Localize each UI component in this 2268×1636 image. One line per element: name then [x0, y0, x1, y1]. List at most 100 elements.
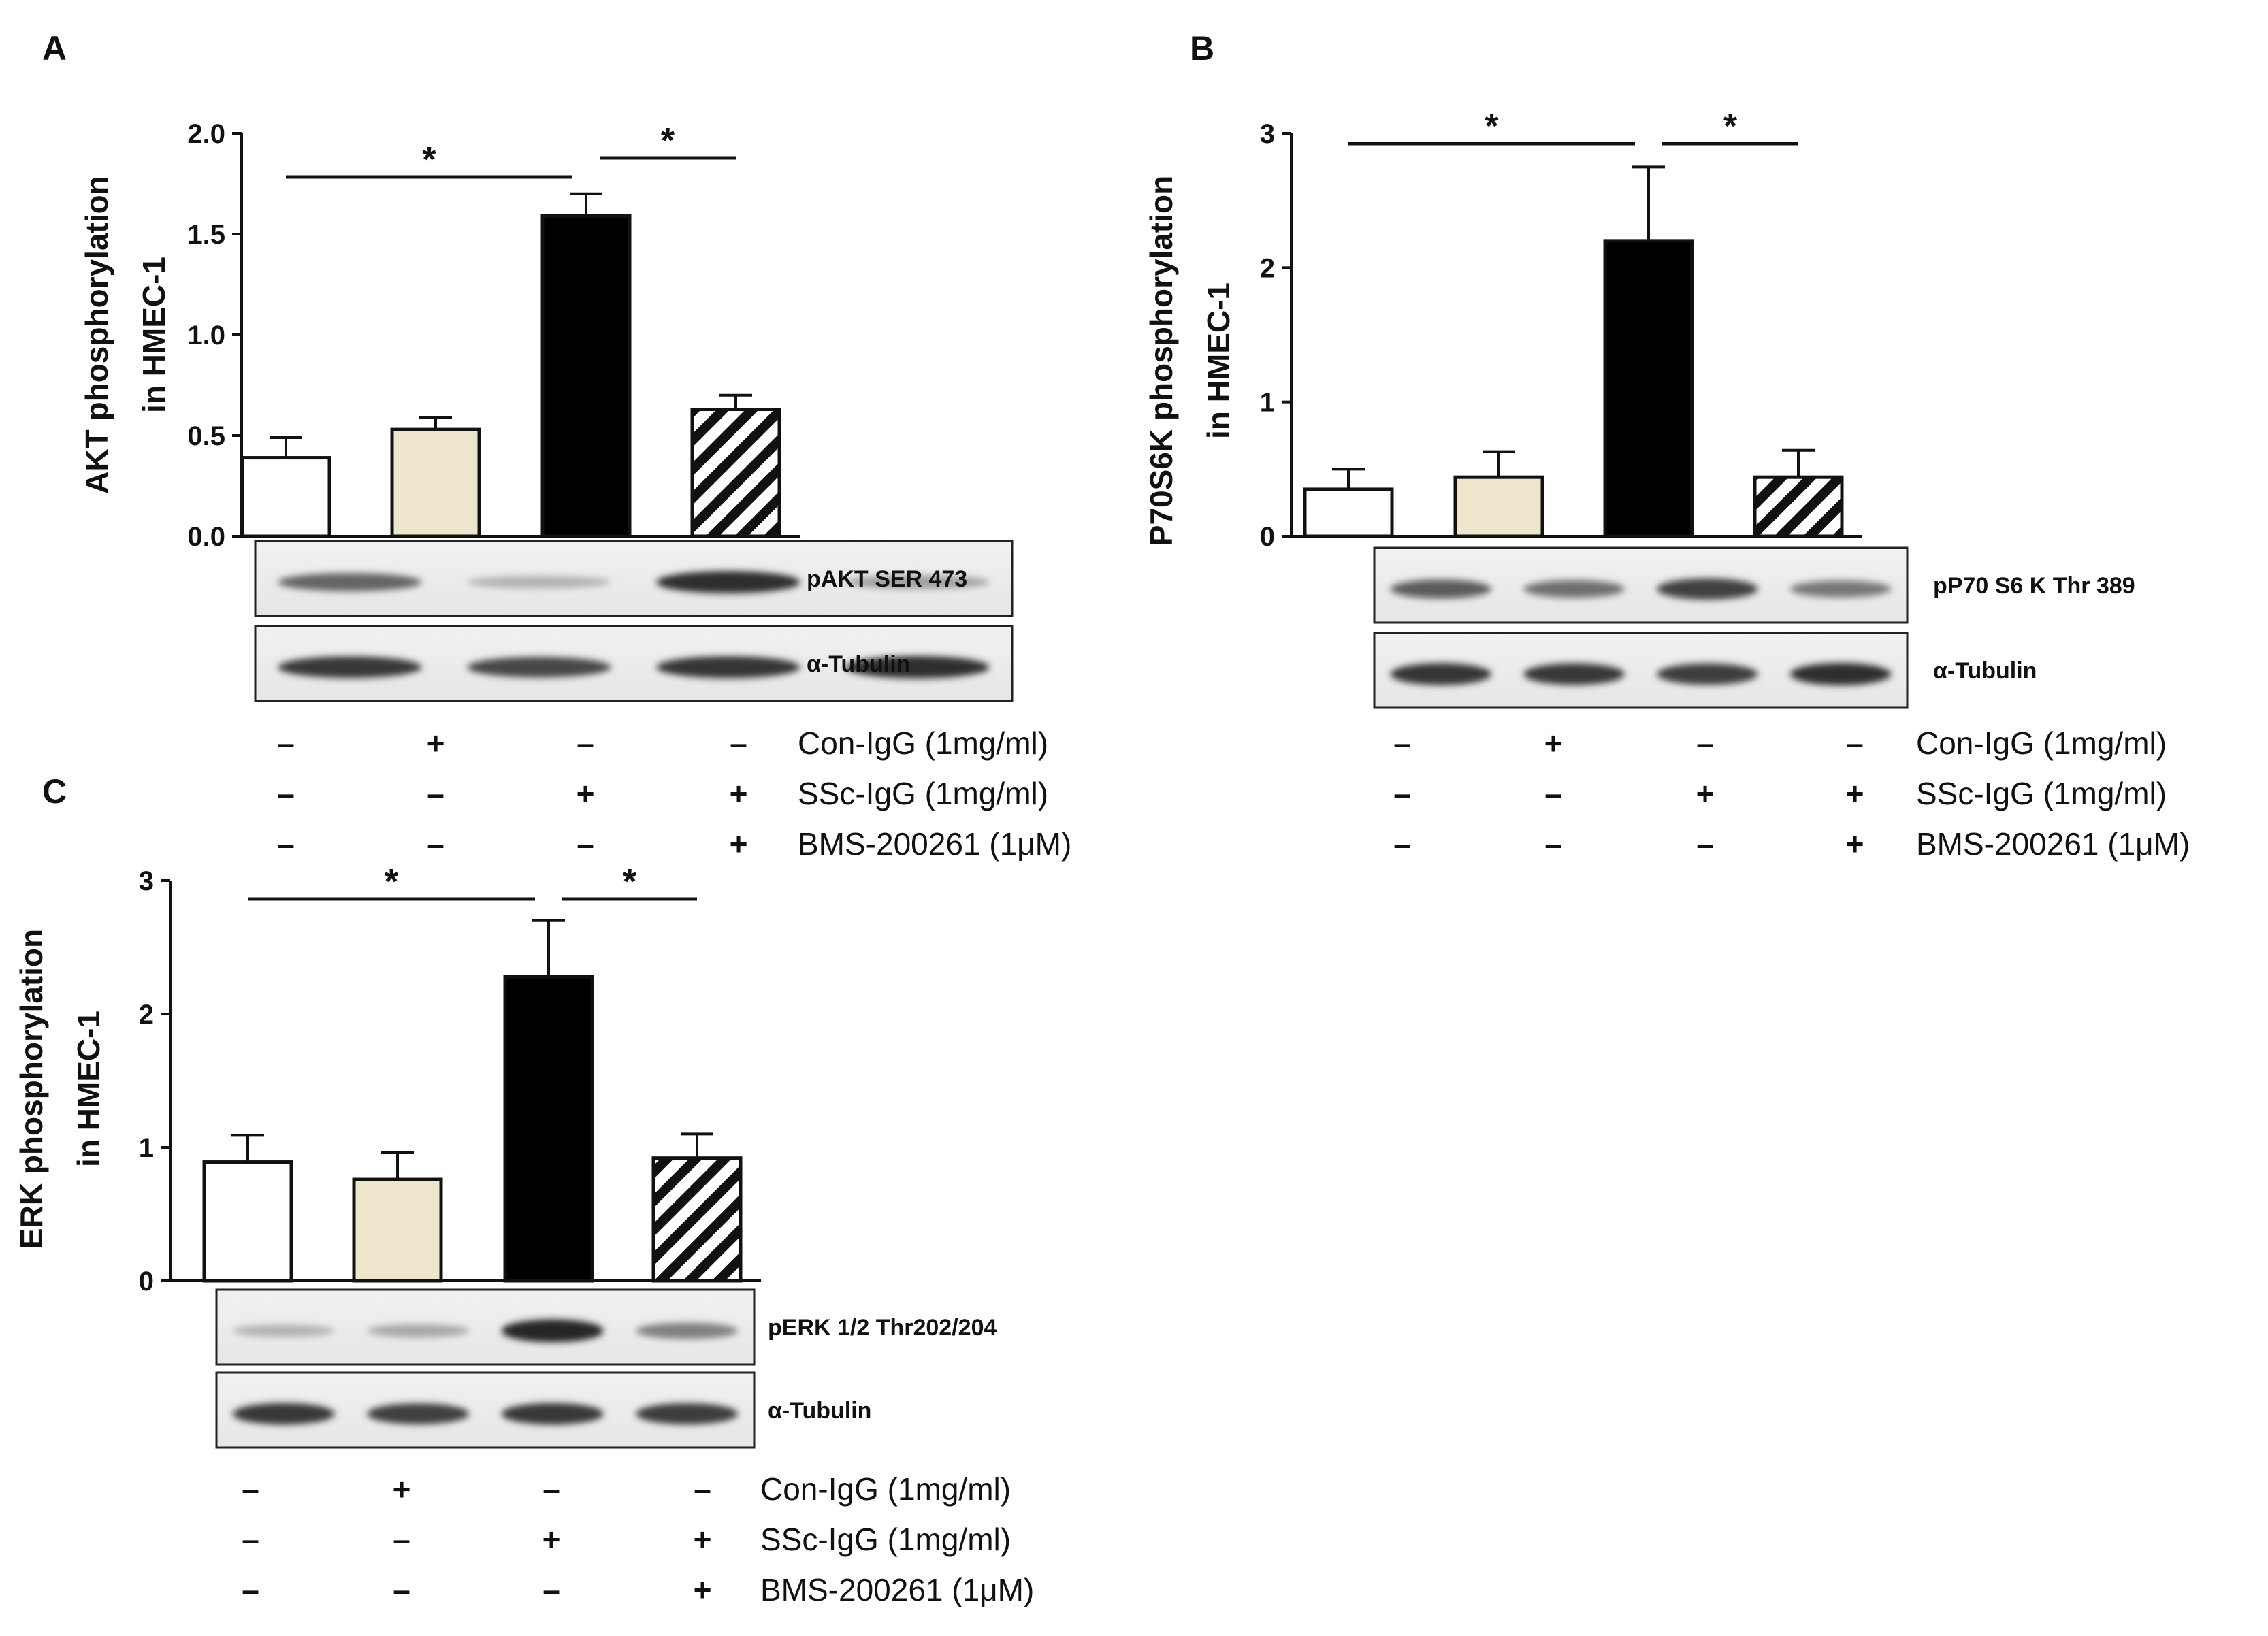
treatment-sign: –	[1393, 776, 1411, 811]
bar-4	[1753, 475, 1844, 538]
treatment-sign: –	[277, 776, 295, 811]
blot-band	[1390, 579, 1492, 599]
blot-band	[501, 1403, 604, 1425]
treatment-sign: –	[427, 776, 444, 811]
treatment-label: Con-IgG (1mg/ml)	[1916, 725, 2167, 761]
treatment-sign: +	[1846, 826, 1864, 862]
treatment-sign: –	[242, 1471, 259, 1507]
treatment-sign: –	[542, 1471, 560, 1507]
treatment-sign: +	[577, 776, 595, 811]
blot-band	[278, 656, 422, 678]
blot-band	[1523, 663, 1625, 685]
bar-4	[690, 408, 781, 538]
blot-band	[1789, 580, 1892, 598]
blot-label: α-Tubulin	[768, 1398, 871, 1424]
y-tick-label: 3	[1260, 119, 1275, 149]
treatment-sign: –	[393, 1522, 410, 1557]
y-axis-title-line2: in HMEC-1	[1201, 282, 1236, 439]
blot-tubulin: α-Tubulin	[1373, 632, 2037, 709]
treatment-sign: –	[694, 1471, 711, 1507]
blot-band	[1656, 663, 1758, 685]
blot-band	[656, 571, 800, 593]
y-axis-title-line1: P70S6K phosphorylation	[1144, 176, 1179, 546]
treatment-sign: –	[277, 826, 295, 862]
y-tick-label: 2.0	[187, 119, 225, 149]
treatment-sign: +	[427, 725, 445, 761]
treatment-sign: –	[1544, 776, 1562, 811]
chart-panel-c: C ERK phosphorylation in HMEC-1 0 1 2 3 * * pERK …	[14, 772, 1034, 1607]
bar-3	[540, 214, 632, 538]
significance-star: *	[1485, 107, 1499, 146]
y-axis-title: AKT phosphorylation in HMEC-1	[79, 176, 172, 494]
blot-band	[501, 1319, 604, 1343]
y-tick-label: 1.0	[187, 321, 225, 350]
blot-phospho: pERK 1/2 Thr202/204	[215, 1288, 997, 1366]
treatment-sign: –	[1696, 826, 1714, 862]
bar-2	[352, 1177, 443, 1283]
blot-band	[636, 1403, 739, 1425]
treatment-sign: –	[1393, 826, 1411, 862]
treatment-sign: –	[427, 826, 444, 862]
treatment-label: Con-IgG (1mg/ml)	[760, 1471, 1011, 1507]
y-axis-title-line2: in HMEC-1	[71, 1011, 106, 1167]
treatment-sign: +	[1696, 776, 1715, 811]
treatment-sign: +	[542, 1522, 561, 1557]
treatment-label: SSc-IgG (1mg/ml)	[1916, 776, 2167, 811]
treatment-label: Con-IgG (1mg/ml)	[798, 725, 1048, 761]
y-tick-label: 2	[139, 1000, 154, 1030]
blot-label: pERK 1/2 Thr202/204	[768, 1315, 997, 1341]
y-tick-label: 0	[139, 1266, 154, 1296]
blot-label: α-Tubulin	[807, 651, 910, 677]
panel-label: C	[42, 772, 67, 811]
treatment-sign: +	[1846, 776, 1864, 811]
treatment-label: BMS-200261 (1μM)	[1916, 826, 2190, 862]
treatment-sign: +	[694, 1522, 712, 1557]
y-axis-title: P70S6K phosphorylation in HMEC-1	[1144, 176, 1236, 546]
chart-panel-b: B P70S6K phosphorylation in HMEC-1 0 1 2 3 * * pP…	[1144, 29, 2190, 862]
bar-3	[1603, 239, 1694, 538]
bar-2	[390, 427, 481, 538]
treatment-sign: –	[242, 1522, 259, 1557]
y-axis-title-line2: in HMEC-1	[136, 257, 172, 413]
blot-band	[1656, 578, 1758, 600]
treatment-label: BMS-200261 (1μM)	[798, 826, 1071, 862]
blot-phospho: pP70 S6 K Thr 389	[1373, 546, 2135, 624]
blot-label: pP70 S6 K Thr 389	[1933, 573, 2135, 599]
treatment-sign: –	[393, 1572, 410, 1607]
y-tick-label: 1	[139, 1133, 154, 1163]
y-tick-label: 0	[1260, 522, 1275, 552]
y-tick-label: 2	[1260, 253, 1275, 283]
y-tick-label: 0.5	[187, 421, 225, 451]
y-tick-label: 3	[139, 866, 154, 896]
blot-band	[232, 1324, 335, 1337]
bar-3	[503, 975, 594, 1283]
treatment-sign: +	[730, 826, 748, 862]
bar-4	[651, 1156, 743, 1283]
blot-band	[367, 1324, 470, 1338]
y-tick-label: 1.5	[187, 220, 225, 250]
treatment-sign: –	[1696, 725, 1714, 761]
blot-band	[367, 1403, 470, 1424]
blot-tubulin: α-Tubulin	[215, 1371, 871, 1449]
bar-2	[1453, 475, 1544, 538]
treatment-sign: +	[730, 776, 748, 811]
blot-band	[1523, 580, 1625, 598]
treatment-table: – + – – Con-IgG (1mg/ml) – – + + SSc-IgG (1mg/ml)…	[277, 725, 1071, 862]
bar-1	[202, 1160, 293, 1283]
treatment-sign: +	[1544, 725, 1563, 761]
blot-label: pAKT SER 473	[807, 566, 967, 592]
blot-band	[232, 1403, 335, 1425]
panel-label: A	[42, 29, 67, 67]
treatment-label: SSc-IgG (1mg/ml)	[760, 1522, 1011, 1557]
blot-band	[1390, 663, 1492, 685]
blot-band	[656, 656, 800, 678]
significance-star: *	[1723, 107, 1738, 146]
blot-tubulin: α-Tubulin	[254, 625, 1014, 702]
blot-band	[278, 573, 422, 591]
treatment-sign: –	[542, 1572, 560, 1607]
bar-1	[1303, 487, 1394, 538]
treatment-label: BMS-200261 (1μM)	[760, 1572, 1034, 1607]
treatment-table: – + – – Con-IgG (1mg/ml) – – + + SSc-IgG (1mg/ml)…	[1393, 725, 2190, 862]
y-axis-title: ERK phosphorylation in HMEC-1	[14, 929, 106, 1249]
y-tick-label: 1	[1260, 388, 1275, 418]
